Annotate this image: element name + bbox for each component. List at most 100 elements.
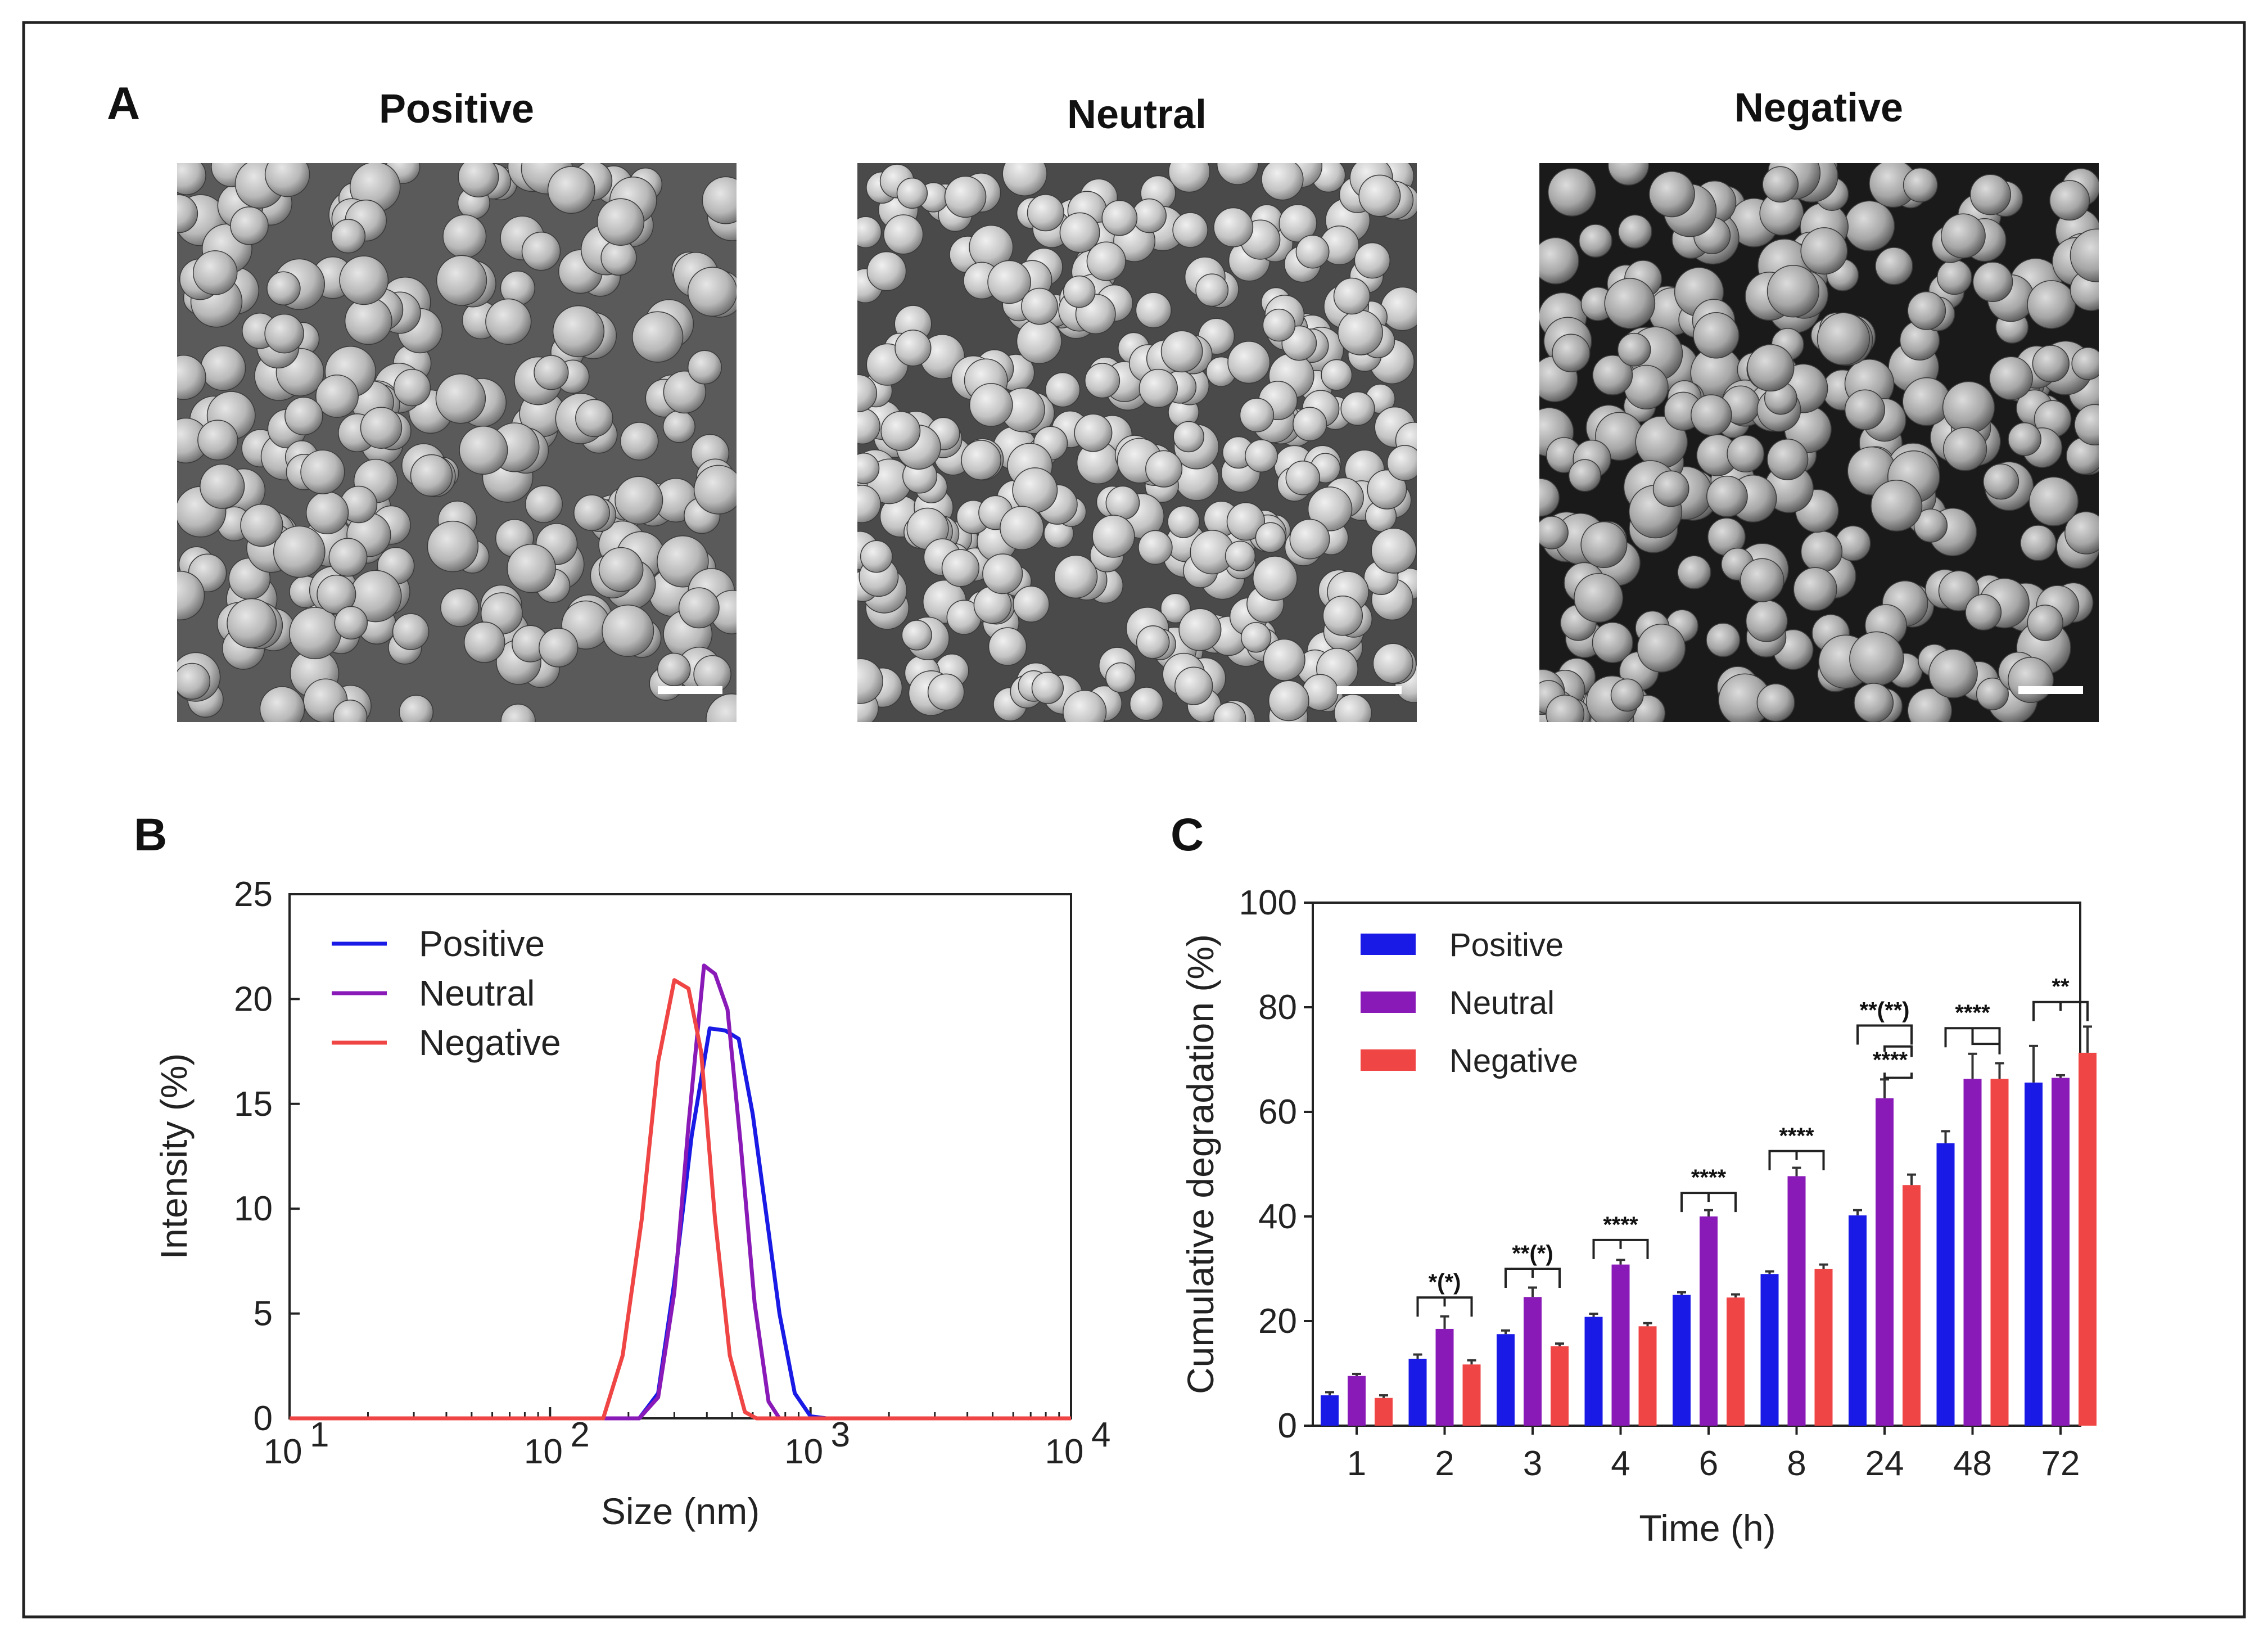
nanoparticle (1174, 666, 1213, 705)
bar-positive (1584, 1317, 1603, 1426)
nanoparticle (399, 695, 434, 722)
nanoparticle (857, 216, 882, 249)
nanoparticle (1574, 573, 1624, 623)
legend-label-negative: Negative (1449, 1043, 1578, 1079)
nanoparticle (1307, 486, 1353, 531)
x-tick-label: 1 (1347, 1444, 1366, 1483)
nanoparticle (1969, 174, 2011, 215)
bar-negative (1903, 1185, 1921, 1426)
nanoparticle (602, 604, 654, 657)
nanoparticle (305, 491, 349, 534)
nanoparticle (227, 598, 277, 648)
nanoparticle (1936, 259, 1972, 295)
bar-positive (2025, 1082, 2043, 1426)
nanoparticle (1706, 475, 1748, 517)
bar-neutral (1787, 1176, 1806, 1426)
nanoparticle (1245, 439, 1278, 473)
nanoparticle (1013, 585, 1050, 623)
nanoparticle (458, 163, 499, 197)
x-tick-label: 2 (1435, 1444, 1454, 1483)
nanoparticle (1907, 688, 1953, 722)
nanoparticle (1268, 680, 1309, 722)
nanoparticle (1135, 292, 1172, 328)
nanoparticle (2049, 180, 2090, 221)
nanoparticle (620, 422, 659, 461)
y-tick-label: 80 (1258, 988, 1297, 1027)
nanoparticle (485, 298, 532, 345)
nanoparticle (1054, 555, 1098, 599)
x-tick-exponent: 1 (310, 1416, 329, 1454)
significance-label: **(**) (1860, 998, 1910, 1023)
nanoparticle (1844, 389, 1885, 430)
nanoparticle (657, 535, 709, 588)
nanoparticle (1216, 163, 1259, 185)
bar-negative (2079, 1052, 2097, 1426)
y-tick-label: 100 (1239, 884, 1297, 922)
nanoparticle (300, 449, 345, 494)
nanoparticle (1849, 631, 1904, 686)
nanoparticle (1766, 265, 1820, 318)
significance-label: *(*) (1429, 1270, 1461, 1295)
nanoparticle (687, 267, 737, 317)
nanoparticle (1002, 163, 1047, 196)
nanoparticle (1000, 506, 1044, 551)
plot-b-legend: Positive Neutral Negative (332, 923, 561, 1063)
nanoparticle (1989, 356, 2033, 400)
nanoparticle (1338, 309, 1383, 355)
nanoparticle (410, 454, 453, 497)
nanoparticle (1105, 485, 1140, 520)
x-tick-label: 48 (1953, 1444, 1992, 1483)
nanoparticle (1386, 445, 1417, 481)
nanoparticle (2074, 404, 2099, 445)
nanoparticle (987, 260, 1031, 304)
nanoparticle (615, 476, 663, 525)
nanoparticle (1178, 608, 1222, 651)
nanoparticle (1225, 540, 1256, 571)
nanoparticle (200, 345, 246, 391)
series-line-negative (290, 978, 1071, 1421)
nanoparticle (1227, 341, 1271, 384)
bar-neutral (1700, 1216, 1718, 1426)
x-tick-label: 10 (524, 1432, 563, 1471)
y-tick-label: 15 (234, 1085, 273, 1124)
nanoparticle (240, 503, 283, 547)
nanoparticle (1333, 277, 1371, 315)
bar-negative (1990, 1079, 2009, 1426)
nanoparticle (1677, 555, 1711, 589)
nanoparticle (1942, 381, 1995, 434)
nanoparticle (1913, 508, 1948, 543)
nanoparticle (687, 350, 722, 385)
nanoparticle (1745, 600, 1788, 642)
nanoparticle (1252, 556, 1298, 601)
nanoparticle (944, 175, 987, 218)
nanoparticle (1907, 291, 1946, 330)
nanoparticle (334, 606, 368, 640)
significance-bracket (1883, 1045, 1913, 1057)
bar-neutral (1876, 1098, 1894, 1426)
legend-label-positive: Positive (1449, 927, 1564, 963)
nanoparticle (2028, 476, 2079, 526)
panel-b-label: B (134, 809, 167, 860)
nanoparticle (1138, 530, 1173, 565)
nanoparticle (1938, 570, 1980, 611)
nanoparticle (442, 214, 487, 259)
nanoparticle (427, 520, 479, 573)
nanoparticle (1255, 522, 1286, 553)
nanoparticle (463, 621, 505, 663)
nanoparticle (1607, 163, 1650, 186)
plot-c-bars (1321, 1025, 2097, 1426)
nanoparticle (1059, 212, 1100, 253)
nanoparticle (1289, 519, 1330, 560)
x-tick-label: 10 (264, 1432, 302, 1471)
x-tick-label: 72 (2041, 1444, 2080, 1483)
nanoparticle (1213, 702, 1246, 722)
nanoparticle (1568, 459, 1601, 492)
nanoparticle (573, 494, 610, 531)
nanoparticle (1173, 421, 1204, 453)
nanoparticle (1160, 593, 1191, 624)
nanoparticle (317, 574, 356, 614)
nanoparticle (1706, 623, 1741, 657)
nanoparticle (1552, 333, 1591, 372)
